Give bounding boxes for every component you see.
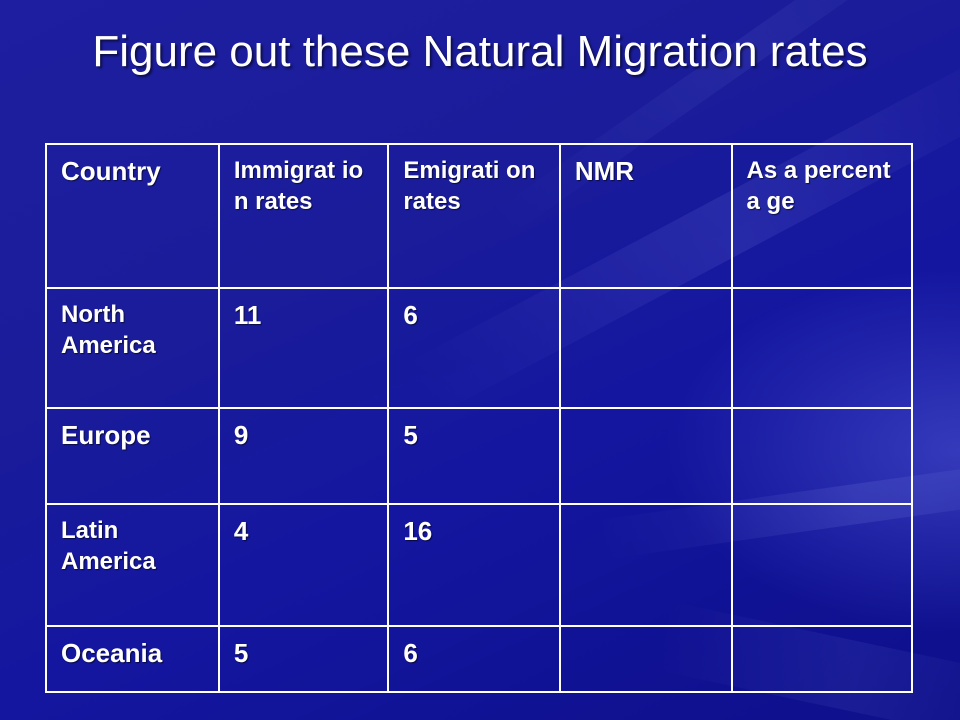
cell-percentage bbox=[730, 407, 914, 505]
cell-emigration: 6 bbox=[387, 287, 561, 409]
cell-immigration: 11 bbox=[217, 287, 390, 409]
header-emigration-rates: Emigrati on rates bbox=[387, 143, 561, 289]
cell-emigration: 6 bbox=[387, 625, 561, 693]
cell-emigration: 5 bbox=[387, 407, 561, 505]
cell-nmr bbox=[558, 625, 733, 693]
header-nmr: NMR bbox=[558, 143, 733, 289]
table-row: Oceania 5 6 bbox=[45, 625, 914, 693]
table-row: North America 11 6 bbox=[45, 287, 914, 409]
cell-nmr bbox=[558, 287, 733, 409]
cell-emigration: 16 bbox=[387, 503, 561, 627]
cell-country: Europe bbox=[45, 407, 220, 505]
cell-nmr bbox=[558, 503, 733, 627]
table-header-row: Country Immigrat ion rates Emigrati on r… bbox=[45, 143, 914, 289]
header-country: Country bbox=[45, 143, 220, 289]
cell-percentage bbox=[730, 503, 914, 627]
table-row: Europe 9 5 bbox=[45, 407, 914, 505]
header-immigration-rates: Immigrat ion rates bbox=[217, 143, 390, 289]
cell-immigration: 4 bbox=[217, 503, 390, 627]
table-row: Latin America 4 16 bbox=[45, 503, 914, 627]
cell-immigration: 9 bbox=[217, 407, 390, 505]
cell-country: Oceania bbox=[45, 625, 220, 693]
cell-country: North America bbox=[45, 287, 220, 409]
cell-nmr bbox=[558, 407, 733, 505]
cell-percentage bbox=[730, 287, 914, 409]
cell-country: Latin America bbox=[45, 503, 220, 627]
cell-percentage bbox=[730, 625, 914, 693]
header-percentage: As a percenta ge bbox=[730, 143, 914, 289]
cell-immigration: 5 bbox=[217, 625, 390, 693]
slide-title: Figure out these Natural Migration rates bbox=[92, 27, 868, 76]
migration-table: Country Immigrat ion rates Emigrati on r… bbox=[45, 143, 914, 693]
